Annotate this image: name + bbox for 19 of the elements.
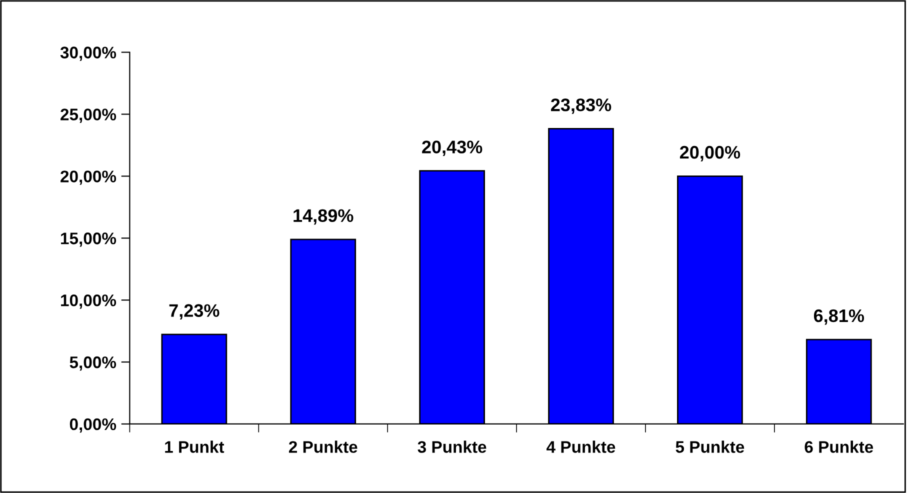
data-label: 14,89%: [294, 209, 354, 225]
y-tick-label: 25,00%: [60, 108, 116, 123]
y-tick-label: 30,00%: [60, 46, 116, 61]
x-tick-label: 6 Punkte: [804, 440, 874, 453]
x-tick-label: 2 Punkte: [288, 440, 358, 453]
y-tick-label: 20,00%: [60, 170, 116, 185]
data-label: 20,00%: [680, 146, 740, 162]
y-tick-label: 5,00%: [70, 356, 116, 371]
y-tick-label: 15,00%: [61, 232, 116, 247]
data-label: 23,83%: [551, 98, 612, 114]
data-label: 6,81%: [814, 309, 864, 325]
x-tick-label: 3 Punkte: [418, 440, 486, 453]
data-label: 7,23%: [169, 304, 220, 320]
x-tick-label: 5 Punkte: [676, 440, 744, 453]
x-tick-label: 1 Punkt: [165, 440, 224, 453]
x-tick-label: 4 Punkte: [546, 440, 616, 453]
y-tick-label: 10,00%: [61, 294, 116, 309]
data-label: 20,43%: [422, 140, 482, 156]
y-tick-label: 0,00%: [70, 418, 116, 433]
